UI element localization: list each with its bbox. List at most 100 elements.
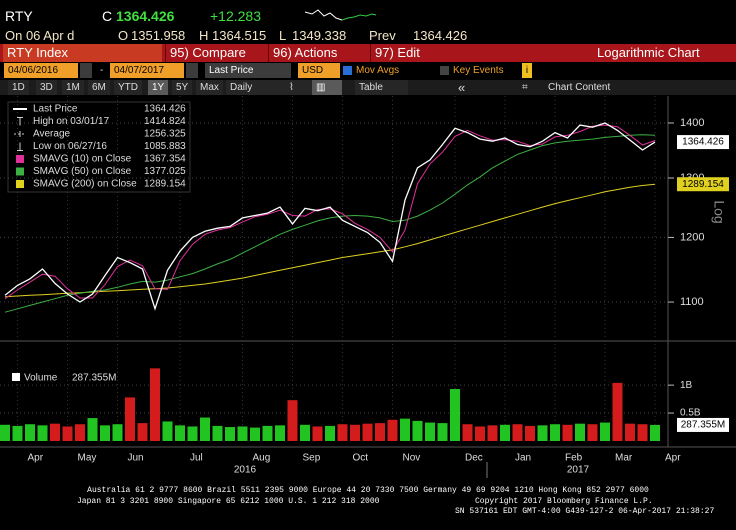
line-tool[interactable]: ⌇ (285, 80, 315, 95)
volume-bar (50, 423, 60, 441)
compare-button[interactable]: 95) Compare (165, 44, 265, 62)
x-tick-label: Apr (665, 453, 681, 464)
volume-bar (150, 368, 160, 441)
period-button[interactable]: 6M (88, 80, 110, 95)
series-line (4, 134, 656, 313)
x-tick-label: Jan (515, 453, 531, 464)
legend-value: 1085.883 (144, 141, 186, 152)
end-date[interactable]: 04/07/2017 (110, 63, 184, 78)
x-tick-label: Feb (565, 453, 583, 464)
frequency-select[interactable]: Daily (226, 80, 286, 95)
y-tick-label: 1400 (680, 117, 704, 129)
info-icon[interactable]: i (522, 63, 532, 78)
period-button[interactable]: 1M (62, 80, 84, 95)
footer-line: Japan 81 3 3201 8900 Singapore 65 6212 1… (77, 497, 380, 506)
volume-bar (137, 423, 148, 441)
field-select[interactable]: Last Price (205, 63, 291, 78)
edit-button[interactable]: 97) Edit (370, 44, 463, 62)
security-field[interactable]: RTY Index (3, 44, 162, 62)
prev-label: Prev (369, 28, 396, 43)
sparkline-up (341, 13, 377, 21)
volume-bar (12, 425, 23, 441)
volume-bar (400, 418, 410, 441)
volume-bar (325, 425, 335, 441)
volume-bar (37, 425, 48, 441)
volume-bar (337, 424, 348, 441)
low-value: 1349.338 (292, 28, 347, 43)
legend-value: 1364.426 (144, 104, 186, 115)
chart-content-button[interactable]: Chart Content (548, 82, 611, 93)
period-button[interactable]: YTD (114, 80, 142, 95)
volume-bar (362, 423, 373, 441)
volume-bar (637, 424, 648, 441)
x-tick-label: Aug (253, 453, 271, 464)
volume-bar (437, 423, 448, 441)
calendar-icon[interactable] (186, 63, 198, 78)
y-tick-label: 1B (680, 380, 693, 391)
volume-bar (87, 418, 98, 441)
period-button[interactable]: 5Y (172, 80, 193, 95)
axis-label: Log (711, 200, 727, 223)
legend-label: SMAVG (50) on Close (33, 166, 132, 177)
period-button[interactable]: 3D (36, 80, 57, 95)
volume-bar (612, 382, 623, 441)
period-button[interactable]: 1Y (148, 80, 169, 95)
collapse-button[interactable]: « (458, 80, 466, 95)
quote-date: On 06 Apr d (5, 28, 75, 43)
x-tick-label: Mar (615, 453, 633, 464)
y-tick-label: 1100 (680, 296, 704, 308)
volume-bar (412, 420, 423, 441)
key-events-checkbox[interactable] (440, 66, 449, 75)
chart-style-tool[interactable]: ▥ (312, 80, 342, 95)
legend-label: Last Price (33, 104, 78, 115)
period-button[interactable]: Max (196, 80, 223, 95)
legend-label: High on 03/01/17 (33, 116, 110, 127)
series-line (4, 122, 656, 311)
chart-content-icon[interactable]: ⌗ (522, 82, 528, 93)
sparkline (304, 9, 343, 21)
legend-label: SMAVG (10) on Close (33, 154, 132, 165)
volume-bar (275, 425, 285, 441)
calendar-icon[interactable] (80, 63, 92, 78)
period-button[interactable]: 1D (8, 80, 29, 95)
close-label: C (102, 8, 113, 24)
volume-bar (250, 427, 260, 441)
x-tick-label: Dec (465, 453, 483, 464)
x-tick-label: Jun (128, 453, 144, 464)
year-label: 2017 (567, 465, 590, 476)
volume-bar (375, 423, 385, 441)
volume-bar (262, 425, 273, 441)
chart-mode: Logarithmic Chart (595, 44, 700, 62)
volume-bar (300, 424, 310, 441)
y-tick-label: 1200 (680, 231, 704, 243)
x-tick-label: Sep (303, 453, 321, 464)
footer-line: Australia 61 2 9777 8600 Brazil 5511 239… (87, 486, 649, 495)
close-value: 1364.426 (116, 8, 175, 24)
volume-bar (512, 424, 523, 441)
actions-button[interactable]: 96) Actions (268, 44, 368, 62)
legend-value: 1414.824 (144, 116, 186, 127)
volume-bar (162, 421, 173, 441)
volume-bar (425, 422, 435, 441)
volume-bar (500, 424, 510, 441)
volume-bar (112, 424, 123, 441)
volume-bar (187, 426, 198, 441)
volume-bar (25, 424, 35, 441)
footer-copyright: Copyright 2017 Bloomberg Finance L.P. (475, 497, 653, 506)
series-line (4, 124, 656, 300)
x-tick-label: Apr (28, 453, 44, 464)
table-button[interactable]: Table (355, 80, 408, 95)
low-label: L (279, 28, 287, 43)
volume-bar (650, 424, 660, 441)
legend-swatch (16, 155, 24, 163)
volume-bar (475, 426, 485, 441)
mov-avgs-checkbox[interactable] (343, 66, 352, 75)
legend-label: SMAVG (200) on Close (33, 179, 137, 190)
volume-bar (600, 422, 610, 441)
y-tick-label: 0.5B (680, 408, 701, 419)
start-date[interactable]: 04/06/2016 (4, 63, 78, 78)
footer-session: SN 537161 EDT GMT-4:00 G439-127-2 06-Apr… (455, 507, 715, 516)
currency-select[interactable]: USD (298, 63, 340, 78)
